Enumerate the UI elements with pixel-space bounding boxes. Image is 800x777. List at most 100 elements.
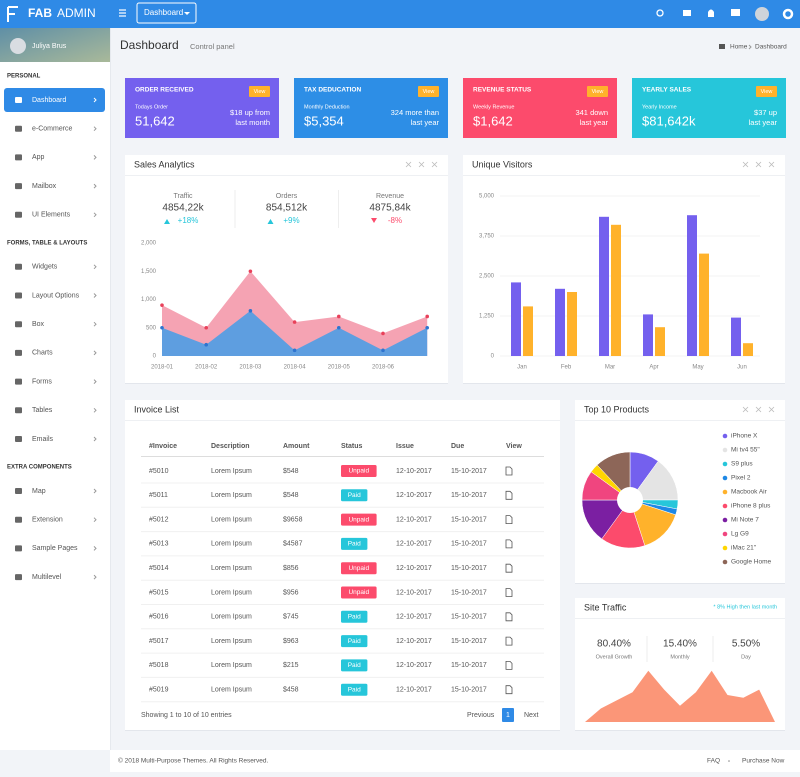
- view-icon[interactable]: [505, 636, 513, 646]
- stat-value: 4875,84k: [369, 203, 411, 214]
- pagination[interactable]: Previous: [467, 712, 495, 719]
- view-icon[interactable]: [505, 490, 513, 500]
- nav-item[interactable]: App: [32, 154, 45, 161]
- nav-item[interactable]: Map: [32, 488, 46, 495]
- page-active[interactable]: [502, 708, 514, 722]
- view-icon[interactable]: [505, 466, 513, 476]
- nav-item[interactable]: Layout Options: [32, 292, 80, 299]
- table-header[interactable]: Issue: [396, 443, 414, 450]
- nav-item[interactable]: Charts: [32, 350, 53, 357]
- panel-control[interactable]: [405, 161, 412, 168]
- x-tick-label: May: [692, 365, 703, 371]
- panel-control[interactable]: [742, 406, 749, 413]
- nav-item[interactable]: Extension: [32, 517, 63, 524]
- nav-item[interactable]: UI Elements: [32, 212, 71, 219]
- nav-item[interactable]: Sample Pages: [32, 545, 78, 552]
- panel-control[interactable]: [755, 406, 762, 413]
- card-button-label[interactable]: View: [761, 89, 773, 95]
- status-label: Paid: [348, 492, 361, 499]
- menu-button[interactable]: [136, 2, 197, 24]
- stat-change: +18%: [178, 216, 199, 225]
- nav-item[interactable]: Multilevel: [32, 574, 62, 581]
- card-button-label[interactable]: View: [254, 89, 266, 95]
- footer-link[interactable]: FAQ: [707, 758, 720, 765]
- table-cell: 12-10-2017: [396, 516, 432, 523]
- search-icon[interactable]: [656, 9, 664, 17]
- nav-item[interactable]: Box: [32, 321, 45, 328]
- legend-label: iPhone X: [731, 433, 758, 440]
- panel-control[interactable]: [768, 161, 775, 168]
- view-icon[interactable]: [505, 539, 513, 549]
- nav-item[interactable]: Widgets: [32, 264, 58, 271]
- settings-icon[interactable]: [782, 8, 794, 20]
- nav-item[interactable]: Emails: [32, 436, 54, 443]
- card-button[interactable]: [249, 86, 270, 97]
- table-cell: $745: [283, 614, 299, 621]
- table-header[interactable]: #Invoice: [149, 443, 177, 450]
- card-button-label[interactable]: View: [592, 89, 604, 95]
- pagination[interactable]: Next: [524, 712, 538, 719]
- nav-chevron: [93, 126, 97, 132]
- table-cell: 12-10-2017: [396, 638, 432, 645]
- nav-item[interactable]: Forms: [32, 378, 52, 385]
- nav-chevron: [93, 350, 97, 356]
- card-button[interactable]: [756, 86, 777, 97]
- view-icon[interactable]: [505, 685, 513, 695]
- point: [425, 314, 430, 319]
- panel-control[interactable]: [768, 406, 775, 413]
- bell-icon[interactable]: [708, 9, 714, 18]
- view-icon[interactable]: [505, 588, 513, 597]
- table-header[interactable]: Amount: [283, 443, 310, 450]
- card-button[interactable]: [587, 86, 608, 97]
- menu-button-label[interactable]: Dashboard: [144, 8, 183, 17]
- copyright: © 2018 Multi-Purpose Themes. All Rights …: [118, 757, 268, 765]
- mail-icon[interactable]: [683, 10, 691, 16]
- panel-control[interactable]: [418, 161, 425, 168]
- nav-item[interactable]: Tables: [32, 407, 53, 414]
- stat-label: Day: [741, 654, 751, 660]
- pagination[interactable]: 1: [506, 712, 510, 719]
- stat-value: 5.50%: [732, 639, 760, 650]
- sidebar-section: FORMS, TABLE & LAYOUTS: [7, 240, 87, 246]
- view-icon[interactable]: [505, 563, 513, 573]
- avatar[interactable]: [755, 7, 769, 21]
- breadcrumb: Dashboard: [755, 44, 787, 51]
- card-note: 341 down: [575, 108, 608, 117]
- table-header[interactable]: View: [506, 443, 522, 450]
- footer-dot: [728, 760, 730, 762]
- card-title: ORDER RECEIVED: [135, 87, 194, 94]
- panel-control[interactable]: [431, 161, 438, 168]
- view-icon[interactable]: [505, 612, 513, 622]
- traffic-note: * 8% High then last month: [713, 604, 777, 610]
- table-header[interactable]: Description: [211, 443, 250, 450]
- table-header[interactable]: Due: [451, 443, 464, 450]
- panel-control[interactable]: [755, 161, 762, 168]
- legend-label: Mi tv4 55": [731, 447, 760, 454]
- nav-chevron: [93, 488, 97, 494]
- status-badge: [341, 586, 377, 599]
- nav-icon: [15, 292, 22, 299]
- nav-icon: [15, 349, 22, 356]
- nav-item[interactable]: e-Commerce: [32, 126, 73, 133]
- chat-icon[interactable]: [731, 9, 740, 16]
- table-cell: Lorem Ipsum: [211, 541, 252, 548]
- panel-control[interactable]: [742, 161, 749, 168]
- status-badge: [341, 610, 368, 623]
- table-cell: Lorem Ipsum: [211, 638, 252, 645]
- view-icon[interactable]: [505, 661, 513, 670]
- table-cell: $548: [283, 468, 299, 475]
- bar: [523, 306, 533, 356]
- table-cell: Lorem Ipsum: [211, 516, 252, 523]
- view-icon[interactable]: [505, 515, 513, 524]
- footer-link[interactable]: Purchase Now: [742, 758, 785, 765]
- card-value: $5,354: [304, 113, 344, 128]
- table-header[interactable]: Status: [341, 443, 363, 450]
- nav-item[interactable]: Dashboard: [32, 97, 66, 104]
- card-note: 324 more than: [391, 108, 439, 117]
- card-button-label[interactable]: View: [423, 89, 435, 95]
- panel-title: Site Traffic: [584, 602, 627, 612]
- x-tick-label: 2018-05: [328, 365, 351, 371]
- card-subtitle: Yearly Income: [642, 104, 677, 110]
- card-button[interactable]: [418, 86, 439, 97]
- nav-item[interactable]: Mailbox: [32, 183, 57, 190]
